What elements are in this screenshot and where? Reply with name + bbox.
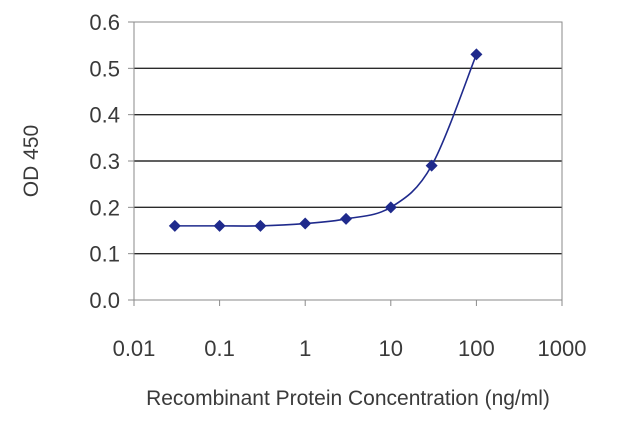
x-tick-label: 100 [458,336,495,361]
y-tick-label: 0.3 [89,149,120,174]
data-point-marker [470,48,483,61]
x-tick-label: 0.1 [204,336,235,361]
gridlines [134,67,562,255]
y-tick-label: 0.0 [89,288,120,313]
data-point-marker [384,201,397,214]
series-line [174,54,478,227]
data-point-marker [299,217,312,230]
x-axis-label: Recombinant Protein Concentration (ng/ml… [146,387,550,410]
y-tick-label: 0.4 [89,103,120,128]
y-tick-label: 0.5 [89,56,120,81]
data-point-marker [425,159,438,172]
y-tick-label: 0.2 [89,195,120,220]
series-markers [168,48,483,232]
x-tick-label: 1 [299,336,311,361]
y-axis-ticks: 0.0 0.1 0.2 0.3 0.4 0.5 0.6 [89,10,134,313]
y-tick-label: 0.1 [89,242,120,267]
data-point-marker [168,219,181,232]
x-tick-label: 10 [379,336,403,361]
y-tick-label: 0.6 [89,10,120,35]
y-axis-label: OD 450 [20,125,43,197]
x-axis-ticks: 0.01 0.1 1 10 100 1000 [113,300,587,361]
x-tick-label: 1000 [538,336,587,361]
data-point-marker [254,219,267,232]
data-point-marker [213,219,226,232]
data-point-marker [340,212,353,225]
x-tick-label: 0.01 [113,336,156,361]
